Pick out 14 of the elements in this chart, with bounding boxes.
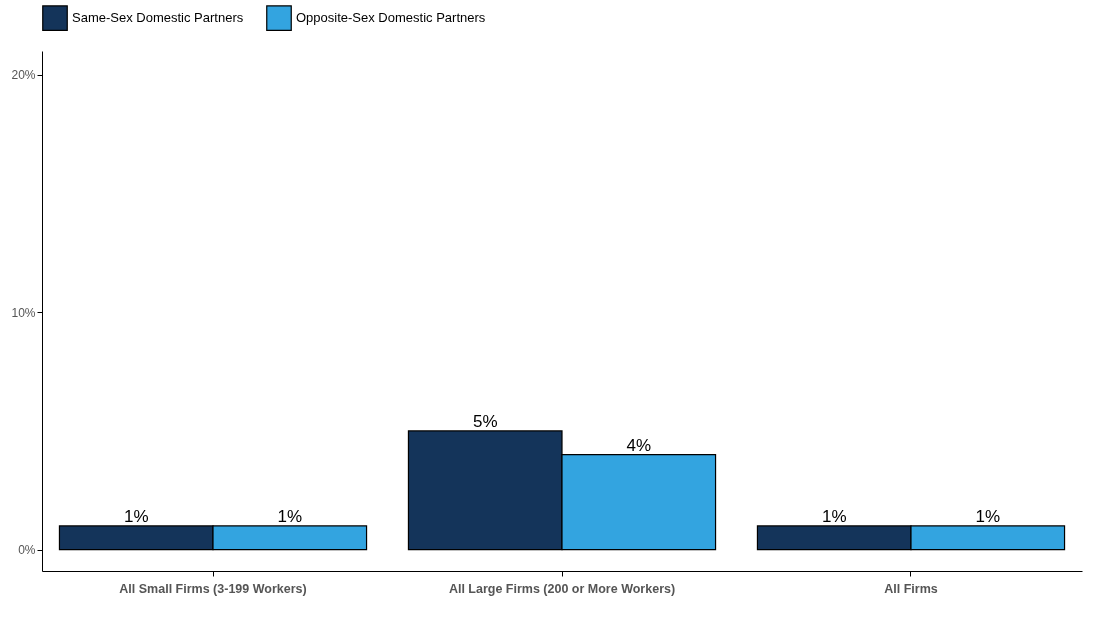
data-label: 1% (821, 506, 847, 526)
data-label: 1% (975, 506, 1001, 526)
data-label: 5% (472, 411, 498, 431)
x-tick-label: All Large Firms (200 or More Workers) (448, 581, 676, 596)
data-label: 1% (277, 506, 303, 526)
data-label: 4% (626, 435, 652, 455)
y-tick-label: 0% (18, 543, 36, 558)
legend-label: Same-Sex Domestic Partners (72, 10, 244, 26)
y-tick-label: 10% (11, 305, 36, 320)
y-tick-label: 20% (11, 68, 36, 83)
legend-label: Opposite-Sex Domestic Partners (296, 10, 486, 26)
data-label: 1% (123, 506, 149, 526)
x-tick-label: All Firms (884, 581, 938, 596)
x-tick-label: All Small Firms (3-199 Workers) (119, 581, 307, 596)
